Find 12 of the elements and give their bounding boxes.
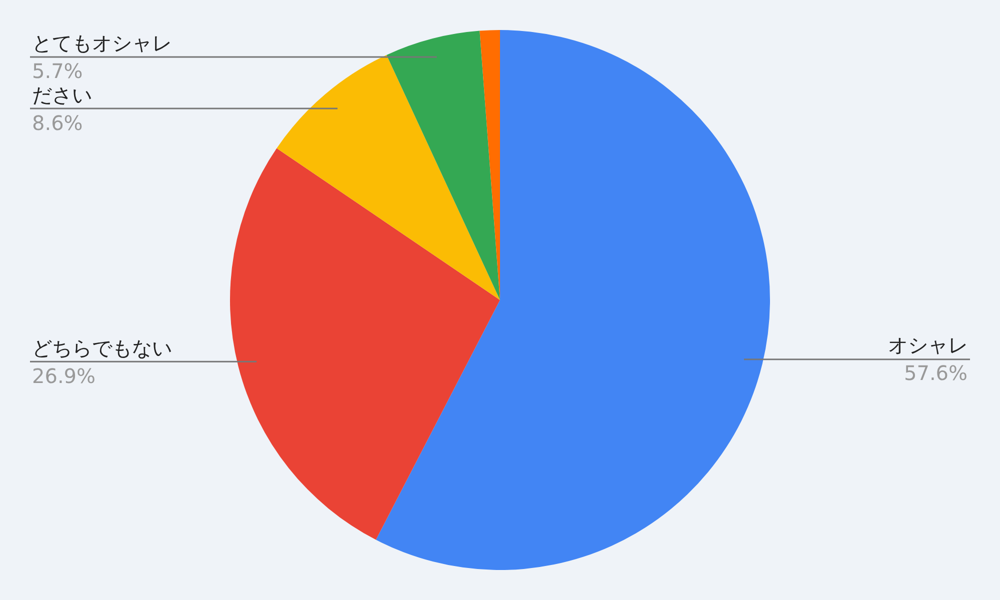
data-label: 8.6%: [32, 111, 83, 135]
slice-label: オシャレ: [888, 333, 968, 357]
pie-slice: [276, 54, 500, 300]
slice-label: どちらでもない: [32, 336, 172, 360]
pie-slice: [230, 148, 500, 540]
pie-slice: [386, 30, 500, 300]
data-label: 57.6%: [904, 361, 968, 385]
data-label: 5.7%: [32, 59, 83, 83]
data-label: 26.9%: [32, 364, 96, 388]
slice-label: ださい: [32, 83, 92, 107]
pie-slice: [376, 30, 770, 570]
slice-label: とてもオシャレ: [32, 31, 172, 55]
